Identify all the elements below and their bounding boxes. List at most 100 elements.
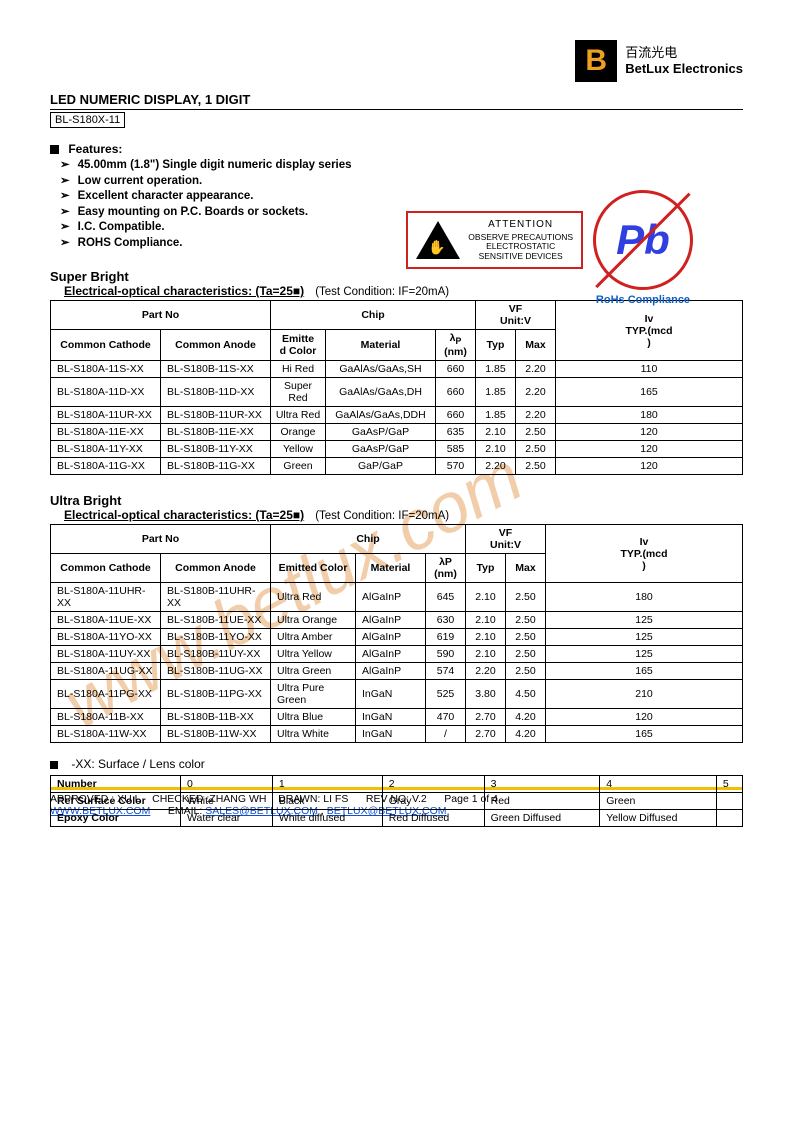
cell-typ: 2.10 <box>476 424 516 441</box>
cell-lp: 635 <box>436 424 476 441</box>
cell-ca: BL-S180B-11D-XX <box>161 378 271 407</box>
cell-ca: BL-S180B-11E-XX <box>161 424 271 441</box>
cell-value: White diffused <box>272 810 382 827</box>
cell-color: Green <box>271 458 326 475</box>
th-ca: Common Anode <box>161 330 271 361</box>
logo-row: B 百流光电 BetLux Electronics <box>50 40 743 82</box>
cell-max: 4.50 <box>506 680 546 709</box>
cell-label: Number <box>51 776 181 793</box>
cell-lp: 470 <box>426 709 466 726</box>
cell-max: 2.20 <box>516 378 556 407</box>
cell-max: 2.50 <box>506 629 546 646</box>
divider <box>50 109 743 110</box>
cell-lp: 630 <box>426 612 466 629</box>
cell-typ: 2.70 <box>466 726 506 743</box>
cell-typ: 2.10 <box>466 629 506 646</box>
table-row: BL-S180A-11PG-XXBL-S180B-11PG-XXUltra Pu… <box>51 680 743 709</box>
cell-material: GaAsP/GaP <box>326 424 436 441</box>
cell-ca: BL-S180B-11UR-XX <box>161 407 271 424</box>
table-row: BL-S180A-11B-XXBL-S180B-11B-XXUltra Blue… <box>51 709 743 726</box>
cell-material: AlGaInP <box>356 612 426 629</box>
cell-typ: 1.85 <box>476 378 516 407</box>
cell-label: Ref Surface Color <box>51 793 181 810</box>
lens-note-text: -XX: Surface / Lens color <box>71 757 204 771</box>
cell-material: GaAlAs/GaAs,DH <box>326 378 436 407</box>
cell-lp: 585 <box>436 441 476 458</box>
cell-color: Ultra Amber <box>271 629 356 646</box>
table-row: BL-S180A-11UR-XXBL-S180B-11UR-XXUltra Re… <box>51 407 743 424</box>
cell-cc: BL-S180A-11G-XX <box>51 458 161 475</box>
table-row: BL-S180A-11D-XXBL-S180B-11D-XXSuper RedG… <box>51 378 743 407</box>
th-lp: λP(nm) <box>436 330 476 361</box>
cell-value: Black <box>272 793 382 810</box>
cell-cc: BL-S180A-11UHR-XX <box>51 583 161 612</box>
cell-max: 2.50 <box>506 583 546 612</box>
cell-color: Super Red <box>271 378 326 407</box>
cell-typ: 2.10 <box>466 583 506 612</box>
th-iv: IvTYP.(mcd) <box>556 301 743 361</box>
th-typ: Typ <box>466 554 506 583</box>
th-ca: Common Anode <box>161 554 271 583</box>
th-vf: VFUnit:V <box>476 301 556 330</box>
logo-icon: B <box>575 40 617 82</box>
cell-max: 2.50 <box>516 424 556 441</box>
rohs-badge: Pb <box>593 190 693 290</box>
cell-value: Water clear <box>181 810 273 827</box>
table-row: BL-S180A-11UE-XXBL-S180B-11UE-XXUltra Or… <box>51 612 743 629</box>
cell-lp: 645 <box>426 583 466 612</box>
table-row: Epoxy ColorWater clearWhite diffusedRed … <box>51 810 743 827</box>
feature-item: Low current operation. <box>50 174 743 190</box>
cell-color: Ultra Pure Green <box>271 680 356 709</box>
cell-material: AlGaInP <box>356 646 426 663</box>
cell-ca: BL-S180B-11B-XX <box>161 709 271 726</box>
cell-material: GaAlAs/GaAs,SH <box>326 361 436 378</box>
super-bright-table: Part No Chip VFUnit:V IvTYP.(mcd) Common… <box>50 300 743 475</box>
cell-material: InGaN <box>356 726 426 743</box>
feature-item: 45.00mm (1.8") Single digit numeric disp… <box>50 158 743 174</box>
bullet-icon <box>50 761 58 769</box>
features-label: Features: <box>68 142 122 156</box>
cell-cc: BL-S180A-11D-XX <box>51 378 161 407</box>
ub-char-title: Electrical-optical characteristics: (Ta=… <box>64 508 304 522</box>
cell-value: 3 <box>484 776 600 793</box>
esd-warning: ✋ ATTENTION OBSERVE PRECAUTIONS ELECTROS… <box>406 211 583 269</box>
th-chip: Chip <box>271 301 476 330</box>
th-typ: Typ <box>476 330 516 361</box>
table-row: BL-S180A-11G-XXBL-S180B-11G-XXGreenGaP/G… <box>51 458 743 475</box>
cell-lp: 619 <box>426 629 466 646</box>
cell-value <box>716 810 742 827</box>
cell-ca: BL-S180B-11Y-XX <box>161 441 271 458</box>
lens-note: -XX: Surface / Lens color <box>50 757 743 771</box>
rohs-label: RoHs Compliance <box>573 294 713 306</box>
cell-color: Orange <box>271 424 326 441</box>
cell-max: 2.20 <box>516 361 556 378</box>
cell-typ: 2.10 <box>466 646 506 663</box>
compliance-icons: ✋ ATTENTION OBSERVE PRECAUTIONS ELECTROS… <box>406 190 693 290</box>
th-emit: Emitted Color <box>271 554 356 583</box>
th-mat: Material <box>326 330 436 361</box>
cell-color: Ultra Red <box>271 583 356 612</box>
cell-color: Ultra Green <box>271 663 356 680</box>
cell-material: InGaN <box>356 680 426 709</box>
cell-value: 1 <box>272 776 382 793</box>
cell-material: GaAlAs/GaAs,DDH <box>326 407 436 424</box>
cell-value <box>716 793 742 810</box>
lens-color-table: Number012345Ref Surface ColorWhiteBlackG… <box>50 775 743 827</box>
cell-cc: BL-S180A-11UY-XX <box>51 646 161 663</box>
bullet-icon <box>50 145 59 154</box>
table-row: BL-S180A-11E-XXBL-S180B-11E-XXOrangeGaAs… <box>51 424 743 441</box>
cell-max: 4.20 <box>506 709 546 726</box>
th-chip: Chip <box>271 525 466 554</box>
table-row: BL-S180A-11UY-XXBL-S180B-11UY-XXUltra Ye… <box>51 646 743 663</box>
cell-material: GaAsP/GaP <box>326 441 436 458</box>
cell-ca: BL-S180B-11UG-XX <box>161 663 271 680</box>
cell-material: AlGaInP <box>356 629 426 646</box>
cell-typ: 2.20 <box>476 458 516 475</box>
table-row: BL-S180A-11Y-XXBL-S180B-11Y-XXYellowGaAs… <box>51 441 743 458</box>
cell-typ: 2.10 <box>466 612 506 629</box>
table-row: BL-S180A-11UHR-XXBL-S180B-11UHR-XXUltra … <box>51 583 743 612</box>
table-row: Ref Surface ColorWhiteBlackGrayRedGreen <box>51 793 743 810</box>
cell-ca: BL-S180B-11UHR-XX <box>161 583 271 612</box>
ultra-bright-table: Part No Chip VFUnit:V IvTYP.(mcd) Common… <box>50 524 743 743</box>
cell-max: 2.50 <box>506 646 546 663</box>
